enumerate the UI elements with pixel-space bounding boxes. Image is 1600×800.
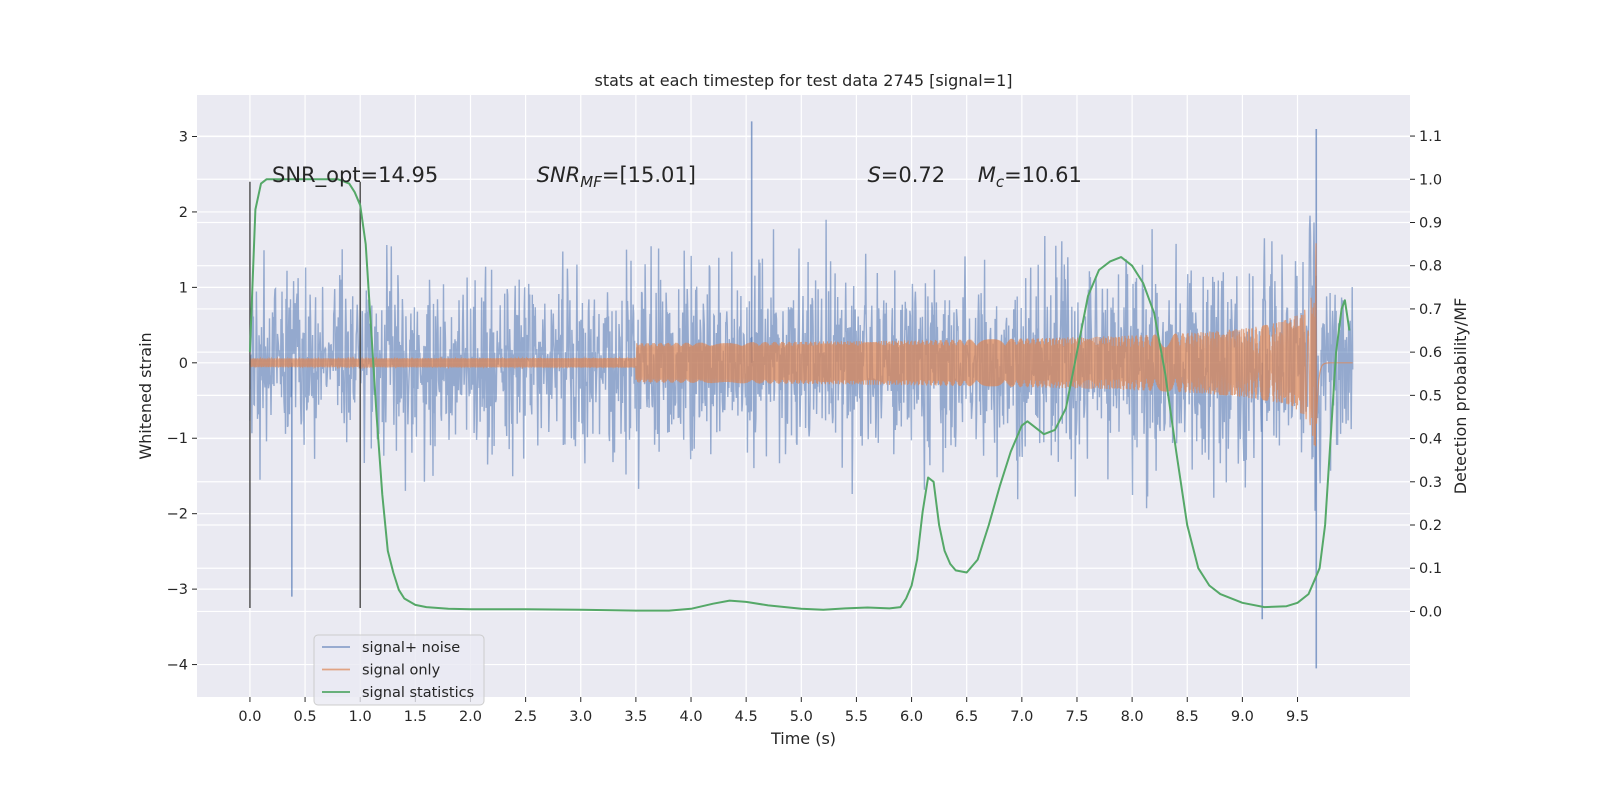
x-tick-label: 2.5 [514, 709, 537, 725]
x-tick-label: 8.0 [1121, 709, 1144, 725]
axes: 0.0 0.5 1.0 1.5 2.0 2.5 3.0 3.5 4.0 4.5 5.0 5.5 6.0 6… [167, 129, 1442, 725]
y2-tick-label: 0.0 [1419, 604, 1442, 620]
x-tick-label: 6.5 [955, 709, 978, 725]
x-tick-label: 7.0 [1010, 709, 1033, 725]
x-tick-label: 2.0 [459, 709, 482, 725]
x-tick-label: 8.5 [1176, 709, 1199, 725]
x-tick-label: 1.5 [404, 709, 427, 725]
x-tick-label: 0.5 [294, 709, 317, 725]
x-tick-label: 3.5 [624, 709, 647, 725]
y2-axis-label: Detection probability/MF [1451, 298, 1470, 495]
y2-tick-label: 1.0 [1419, 172, 1442, 188]
y-tick-label: 1 [179, 280, 188, 296]
x-tick-label: 9.5 [1286, 709, 1309, 725]
annotation-snr-mf: SNRMF=[15.01] [537, 163, 696, 191]
legend-label-signal-only: signal only [362, 663, 441, 679]
annotations: SNR_opt=14.95 SNRMF=[15.01] S=0.72 Mc=10.61 [272, 163, 1082, 191]
y2-tick-label: 0.7 [1419, 302, 1442, 318]
legend-label-signal-statistics: signal statistics [362, 685, 474, 701]
x-tick-label: 4.0 [679, 709, 702, 725]
y-tick-label: −3 [167, 582, 188, 598]
chart-title: stats at each timestep for test data 274… [594, 71, 1012, 90]
x-tick-label: 7.5 [1065, 709, 1088, 725]
signal-only-line [249, 243, 1353, 447]
signal-only-series [249, 243, 1353, 447]
x-tick-label: 6.0 [900, 709, 923, 725]
y-tick-label: 0 [179, 356, 188, 372]
y-tick-label: −4 [167, 658, 188, 674]
y-tick-label: 3 [179, 129, 188, 145]
y-axis-label: Whitened strain [136, 332, 155, 459]
y2-tick-label: 0.4 [1419, 432, 1442, 448]
annotation-snr-opt: SNR_opt=14.95 [272, 163, 438, 188]
y2-tick-label: 0.6 [1419, 345, 1442, 361]
x-axis-label: Time (s) [770, 729, 836, 748]
x-tick-label: 1.0 [349, 709, 372, 725]
x-tick-label: 5.0 [790, 709, 813, 725]
y-tick-label: −2 [167, 507, 188, 523]
x-tick-label: 9.0 [1231, 709, 1254, 725]
annotation-mc-value: Mc=10.61 [978, 163, 1082, 191]
x-tick-label: 5.5 [845, 709, 868, 725]
signal-statistics-line [248, 178, 1351, 612]
annotation-s-value: S=0.72 [867, 163, 945, 187]
x-tick-label: 0.0 [238, 709, 261, 725]
y2-tick-label: 0.2 [1419, 518, 1442, 534]
signal-statistics-series [248, 178, 1351, 612]
y2-tick-label: 0.8 [1419, 259, 1442, 275]
y2-tick-label: 0.5 [1419, 388, 1442, 404]
legend: signal+ noise signal only signal statist… [313, 634, 485, 706]
y-tick-label: −1 [167, 431, 188, 447]
x-tick-label: 4.5 [735, 709, 758, 725]
x-tick-label: 3.0 [569, 709, 592, 725]
y2-tick-label: 1.1 [1419, 129, 1442, 145]
y-tick-label: 2 [179, 205, 188, 221]
y2-tick-label: 0.9 [1419, 215, 1442, 231]
legend-box [313, 634, 485, 706]
vertical-markers [249, 181, 361, 608]
y2-tick-label: 0.1 [1419, 561, 1442, 577]
y2-tick-label: 0.3 [1419, 475, 1442, 491]
legend-label-signal-noise: signal+ noise [362, 640, 460, 656]
